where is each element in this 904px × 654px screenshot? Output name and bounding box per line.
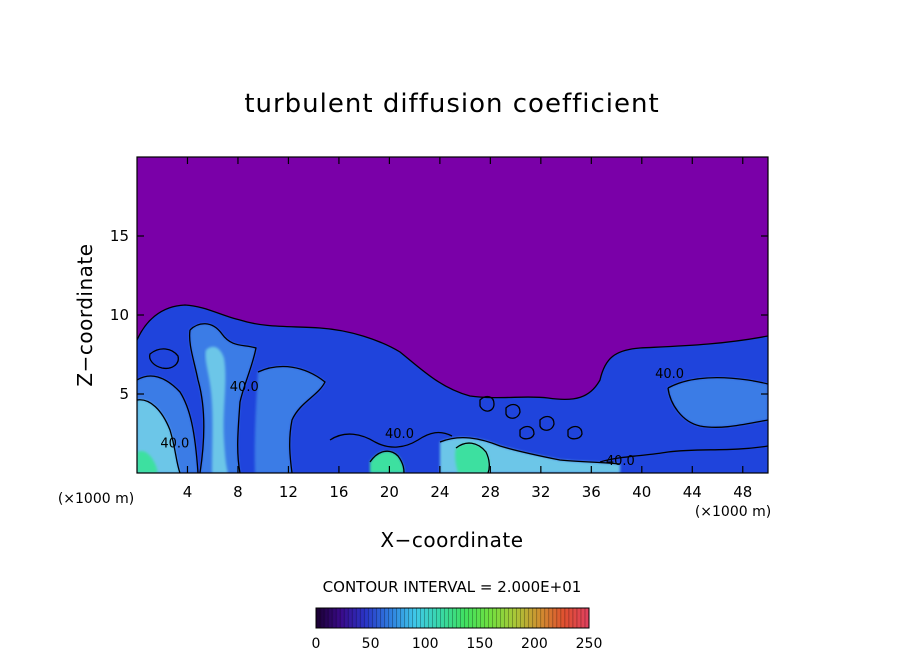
contour-line: [188, 329, 205, 473]
contour-line: [667, 376, 768, 389]
colorbar-tick-label: 200: [521, 636, 548, 652]
x-tick-label: 48: [733, 483, 752, 501]
x-tick-label: 8: [233, 483, 243, 501]
colorbar-frame: [315, 607, 590, 629]
y-tick-label: 5: [119, 385, 129, 403]
contour-line: [479, 395, 495, 412]
chart-title: turbulent diffusion coefficient: [244, 89, 659, 119]
x-tick-label: 36: [582, 483, 601, 501]
colorbar-lines: [319, 608, 586, 628]
x-unit-left: (×1000 m): [58, 491, 134, 507]
colorbar-tick-label: 100: [412, 636, 439, 652]
contour-line: [439, 436, 621, 465]
contour-line: [599, 445, 768, 463]
y-axis-title: Z−coordinate: [73, 243, 97, 386]
contour-label: 40.0: [655, 367, 684, 382]
colorbar-tick-label: 0: [312, 636, 321, 652]
plume-region-east: [668, 377, 768, 428]
contour-line: [329, 431, 453, 448]
contour-line: [519, 425, 535, 440]
x-tick-label: 24: [430, 483, 449, 501]
colorbar: 0 50 100 150 200 250: [312, 607, 603, 652]
contour-line: [369, 450, 405, 473]
peak-region-3: [137, 450, 158, 473]
contour-line: [667, 387, 768, 428]
peak-region-2: [455, 443, 490, 473]
contour-line: [567, 425, 583, 440]
contour-label: 40.0: [160, 437, 189, 452]
boundary-layer-region: [137, 305, 768, 473]
contour-label: 40.0: [230, 380, 259, 395]
x-tick-label: 28: [481, 483, 500, 501]
plot-area: 40.0 40.0 40.0 40.0 40.0: [137, 157, 768, 473]
y-axis: 5 10 15: [110, 227, 768, 403]
contour-label: 40.0: [385, 427, 414, 442]
x-tick-label: 16: [329, 483, 348, 501]
contour-line: [505, 403, 521, 419]
peak-region-1: [370, 451, 404, 473]
x-tick-label: 12: [279, 483, 298, 501]
contour-label: 40.0: [606, 454, 635, 469]
contour-line: [257, 365, 326, 473]
x-axis-title: X−coordinate: [380, 528, 523, 552]
colorbar-tick-label: 50: [362, 636, 380, 652]
x-tick-label: 20: [380, 483, 399, 501]
contour-line: [539, 415, 555, 431]
plume-region-right: [254, 366, 325, 473]
contour-line: [137, 375, 199, 473]
x-axis: 4 8 12 16 20 24 28 32 36 40 44 48: [183, 157, 752, 501]
colorbar-tick-label: 150: [466, 636, 493, 652]
contour-line: [148, 348, 179, 370]
contour-line: [137, 304, 768, 401]
y-tick-label: 10: [110, 306, 129, 324]
x-unit-right: (×1000 m): [695, 504, 771, 520]
contour-lines: [137, 304, 768, 473]
colorbar-tick-label: 250: [576, 636, 603, 652]
x-tick-label: 4: [183, 483, 193, 501]
y-tick-label: 15: [110, 227, 129, 245]
contour-line: [455, 442, 490, 473]
core-region-center: [205, 346, 228, 473]
colorbar-ticks: 0 50 100 150 200 250: [312, 636, 603, 652]
contour-line: [137, 399, 181, 473]
contour-line: [189, 323, 257, 473]
contour-labels: 40.0 40.0 40.0 40.0 40.0: [160, 367, 684, 469]
x-tick-label: 44: [683, 483, 702, 501]
x-tick-label: 40: [632, 483, 651, 501]
x-tick-label: 32: [531, 483, 550, 501]
contour-interval: CONTOUR INTERVAL = 2.000E+01: [323, 578, 582, 596]
